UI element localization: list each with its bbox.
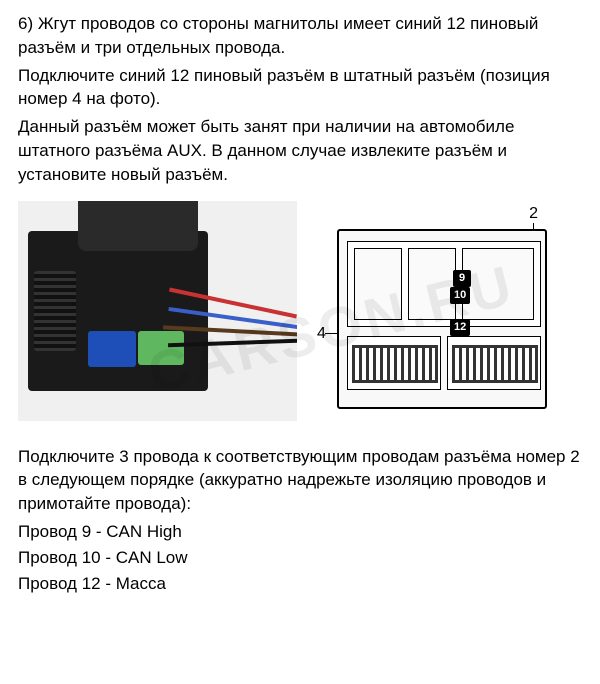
step-text-1: 6) Жгут проводов со стороны магнитолы им… — [18, 14, 538, 57]
step-text-3: Данный разъём может быть занят при налич… — [18, 117, 514, 184]
wire-assignment-10: Провод 10 - CAN Low — [18, 546, 582, 570]
green-plug-shape — [138, 331, 184, 365]
diagram-pin-block-mid — [408, 248, 456, 320]
step-paragraph-2: Подключите синий 12 пиновый разъём в шта… — [18, 64, 582, 112]
diagram-top-connector — [347, 241, 541, 327]
step-text-2: Подключите синий 12 пиновый разъём в шта… — [18, 66, 550, 109]
step-paragraph-1: 6) Жгут проводов со стороны магнитолы им… — [18, 12, 582, 60]
connector-photo — [18, 201, 297, 421]
cable-bundle-shape — [78, 201, 198, 251]
image-row: 2 4 9 10 12 — [18, 201, 582, 421]
diagram-bottom-left-connector — [347, 336, 441, 390]
diagram-body: 9 10 12 — [337, 229, 547, 409]
pin-label-12: 12 — [450, 319, 470, 336]
diagram-bottom-right-connector — [447, 336, 541, 390]
bottom-intro: Подключите 3 провода к соответствующим п… — [18, 445, 582, 516]
wire-assignment-12: Провод 12 - Масса — [18, 572, 582, 596]
blue-plug-shape — [88, 331, 136, 367]
pin-label-9: 9 — [453, 270, 471, 287]
diagram-pin-block-left — [354, 248, 402, 320]
diagram-pins-grid-left — [352, 345, 438, 383]
callout-4-label: 4 — [317, 323, 326, 345]
step-paragraph-3: Данный разъём может быть занят при налич… — [18, 115, 582, 186]
connector-diagram: 2 4 9 10 12 — [303, 201, 582, 421]
bottom-section: Подключите 3 провода к соответствующим п… — [18, 445, 582, 596]
pin-label-10: 10 — [450, 287, 470, 304]
diagram-pins-grid-right — [452, 345, 538, 383]
connector-vent-shape — [34, 271, 76, 351]
wire-assignment-9: Провод 9 - CAN High — [18, 520, 582, 544]
diagram-pin-block-right — [462, 248, 534, 320]
